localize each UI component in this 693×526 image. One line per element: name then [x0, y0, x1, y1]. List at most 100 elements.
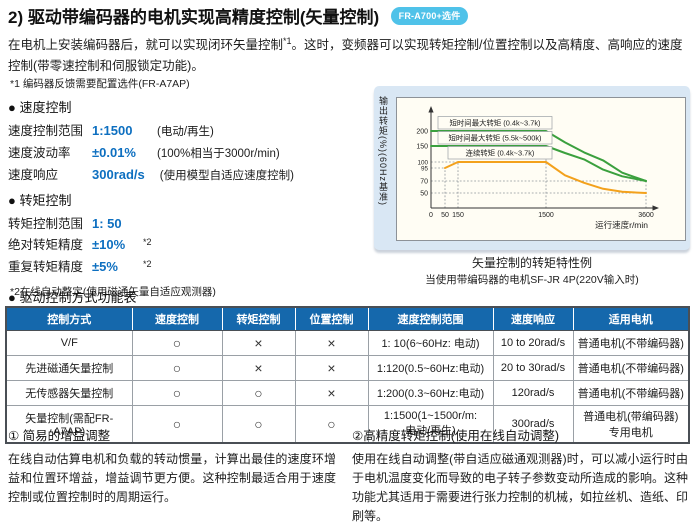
spec-row-torque-range: 转矩控制范围 1: 50	[8, 216, 374, 232]
table-cell: 1:120(0.5~60Hz:电动)	[367, 355, 494, 381]
table-cell: ○	[131, 330, 223, 356]
note-body: 在线自动估算电机和负载的转动惯量，计算出最佳的速度环增益和位置环增益，增益调节更…	[8, 452, 336, 504]
chart-caption: 矢量控制的转矩特性例	[471, 256, 592, 270]
spec-value: ±5%	[92, 259, 118, 274]
y-tick-label: 50	[420, 190, 428, 197]
chart-y-axis-label: 输出转矩(%)(60Hz基准)	[378, 96, 388, 207]
x-axis-arrow-icon	[652, 205, 659, 211]
table-cell: 矢量控制(需配FR-A7AP)	[5, 405, 133, 444]
spec-label: 重复转矩精度	[8, 260, 84, 274]
y-axis-arrow-icon	[428, 106, 434, 113]
spec-row-torque-abs-accuracy: 绝对转矩精度 ±10% *2	[8, 237, 374, 254]
spec-row-torque-rep-accuracy: 重复转矩精度 ±5% *2	[8, 259, 374, 276]
spec-value: 1: 50	[92, 216, 122, 231]
table-cell: 1: 10(6~60Hz: 电动)	[367, 330, 494, 356]
col-header-torque-control: 转矩控制	[222, 307, 296, 331]
table-cell: 普通电机(不带编码器)	[572, 355, 690, 381]
table-cell: ×	[221, 330, 296, 356]
spec-value: 1:1500	[92, 123, 133, 138]
spec-sup: *2	[143, 237, 152, 247]
page-title: 2) 驱动带编码器的电机实现高精度控制(矢量控制)	[8, 8, 380, 27]
note-heading: ① 简易的增益调整	[8, 429, 111, 443]
note-heading: ②高精度转矩控制(使用在线自动调整)	[352, 429, 560, 443]
spec-label: 速度响应	[8, 168, 59, 182]
table-cell: 无传感器矢量控制	[5, 380, 133, 406]
spec-row-speed-range: 速度控制范围 1:1500 (电动/再生)	[8, 123, 374, 140]
y-tick-label: 95	[421, 165, 429, 172]
table-cell: ○	[131, 355, 223, 381]
speed-control-heading: ● 速度控制	[8, 100, 72, 115]
spec-label: 速度波动率	[8, 146, 71, 160]
series-label: 短时间最大转矩 (5.5k~500k)	[448, 134, 541, 143]
table-cell: ×	[294, 330, 369, 356]
series-label-box	[447, 146, 553, 160]
table-row-sensorless-vector: 无传感器矢量控制 ○ ○ × 1:200(0.3~60Hz:电动) 120rad…	[5, 380, 690, 406]
table-cell: 1:1500(1~1500r/m: 电动/再生)	[367, 405, 494, 444]
footnote-2: *2在线自动整定(使用磁通矢量自适应观测器)	[10, 286, 216, 298]
footnote-ref-1: *1	[283, 36, 292, 46]
table-cell: 120rad/s	[492, 380, 574, 406]
spec-label: 绝对转矩精度	[8, 238, 84, 252]
table-cell: ○	[131, 380, 223, 406]
intro-paragraph: 在电机上安装编码器后，就可以实现闭环矢量控制*1。这时，变频器可以实现转矩控制/…	[8, 31, 687, 77]
col-header-speed-control: 速度控制	[132, 307, 223, 331]
spec-row-speed-fluctuation: 速度波动率 ±0.01% (100%相当于3000r/min)	[8, 145, 374, 162]
table-cell: 10 to 20rad/s	[492, 330, 574, 356]
table-header-row: 控制方式 速度控制 转矩控制 位置控制 速度控制范围 速度响应 适用电机	[6, 307, 689, 331]
y-tick-label: 200	[416, 128, 428, 135]
table-cell: ×	[221, 355, 296, 381]
spec-note: (使用模型自适应速度控制)	[159, 170, 294, 182]
spec-value: ±0.01%	[92, 145, 136, 160]
series-line	[430, 130, 647, 182]
table-cell: 1:200(0.3~60Hz:电动)	[367, 380, 494, 406]
table-row-vector-control: 矢量控制(需配FR-A7AP) ○ ○ ○ 1:1500(1~1500r/m: …	[5, 405, 690, 444]
model-badge: FR-A700+选件	[390, 6, 469, 25]
intro-text-post: 。这时，变频器可以实现转矩控制/位置控制以及高精度、高响应的速度控制(带零速控制…	[8, 38, 683, 74]
table-cell: ○	[221, 405, 296, 444]
series-label-box	[437, 116, 553, 130]
torque-control-heading: ● 转矩控制	[8, 193, 72, 208]
chart-subcaption: 当使用带编码器的电机SF-JR 4P(220V输入时)	[425, 274, 639, 286]
y-tick-label: 100	[417, 159, 428, 166]
note-gain-tuning: ① 简易的增益调整 在线自动估算电机和负载的转动惯量，计算出最佳的速度环增益和位…	[8, 425, 336, 507]
footnote-1: *1 编码器反馈需要配置选件(FR-A7AP)	[10, 78, 190, 90]
table-cell: ×	[294, 380, 369, 406]
torque-chart-panel: 输出转矩(%)(60Hz基准) 200 150 100 95 70 50 0 50 150 150…	[374, 86, 690, 250]
col-header-speed-range: 速度控制范围	[368, 307, 494, 331]
torque-chart-box: 200 150 100 95 70 50 0 50 150 1500 3600 短时间最大转矩 (0.…	[396, 97, 686, 241]
x-tick-label: 150	[452, 212, 464, 219]
x-tick-label: 3600	[638, 212, 654, 219]
table-cell: 普通电机(不带编码器)	[572, 330, 690, 356]
spec-label: 速度控制范围	[8, 124, 84, 138]
col-header-position-control: 位置控制	[295, 307, 369, 331]
series-label: 短时间最大转矩 (0.4k~3.7k)	[450, 119, 541, 128]
col-header-motor: 适用电机	[573, 307, 689, 331]
table-cell: ×	[294, 355, 369, 381]
drive-control-table: 控制方式 速度控制 转矩控制 位置控制 速度控制范围 速度响应 适用电机 V/F…	[5, 306, 690, 444]
series-label: 连续转矩 (0.4k~3.7k)	[466, 149, 535, 158]
series-line	[430, 145, 647, 182]
x-tick-label: 0	[429, 212, 433, 219]
table-cell: 普通电机(带编码器) 专用电机	[572, 405, 690, 444]
spec-value: 300rad/s	[92, 167, 145, 182]
x-tick-label: 1500	[538, 212, 554, 219]
table-cell: 300rad/s	[492, 405, 574, 444]
spec-label: 转矩控制范围	[8, 217, 84, 231]
x-axis-title: 运行速度r/min	[595, 220, 648, 230]
y-tick-label: 150	[416, 143, 428, 150]
table-cell: 普通电机(不带编码器)	[572, 380, 690, 406]
spec-note: (电动/再生)	[157, 126, 214, 138]
header-row: 2) 驱动带编码器的电机实现高精度控制(矢量控制) FR-A700+选件	[8, 3, 469, 28]
series-label-box	[437, 131, 553, 145]
x-tick-label: 50	[441, 212, 449, 219]
table-cell: ○	[131, 405, 223, 444]
col-header-speed-response: 速度响应	[493, 307, 574, 331]
spec-note: (100%相当于3000r/min)	[157, 148, 280, 160]
table-cell: 先进磁通矢量控制	[5, 355, 133, 381]
spec-column: *1 编码器反馈需要配置选件(FR-A7AP) ● 速度控制 速度控制范围 1:…	[8, 76, 374, 299]
note-body: 使用在线自动调整(带自适应磁通观测器)时，可以减小运行时由于电机温度变化而导致的…	[352, 452, 689, 523]
spec-row-speed-response: 速度响应 300rad/s (使用模型自适应速度控制)	[8, 167, 374, 184]
spec-value: ±10%	[92, 237, 126, 252]
note-torque-control: ②高精度转矩控制(使用在线自动调整) 使用在线自动调整(带自适应磁通观测器)时，…	[352, 425, 688, 526]
